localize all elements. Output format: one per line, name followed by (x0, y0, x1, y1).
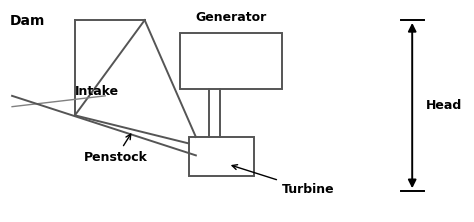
Text: Penstock: Penstock (84, 134, 148, 164)
Bar (189, 137, 254, 176)
Text: Generator: Generator (195, 11, 266, 24)
Text: Intake: Intake (75, 85, 119, 98)
Text: Turbine: Turbine (232, 165, 335, 196)
Text: Head: Head (426, 99, 463, 112)
Bar (180, 33, 282, 89)
Text: Dam: Dam (10, 14, 45, 28)
